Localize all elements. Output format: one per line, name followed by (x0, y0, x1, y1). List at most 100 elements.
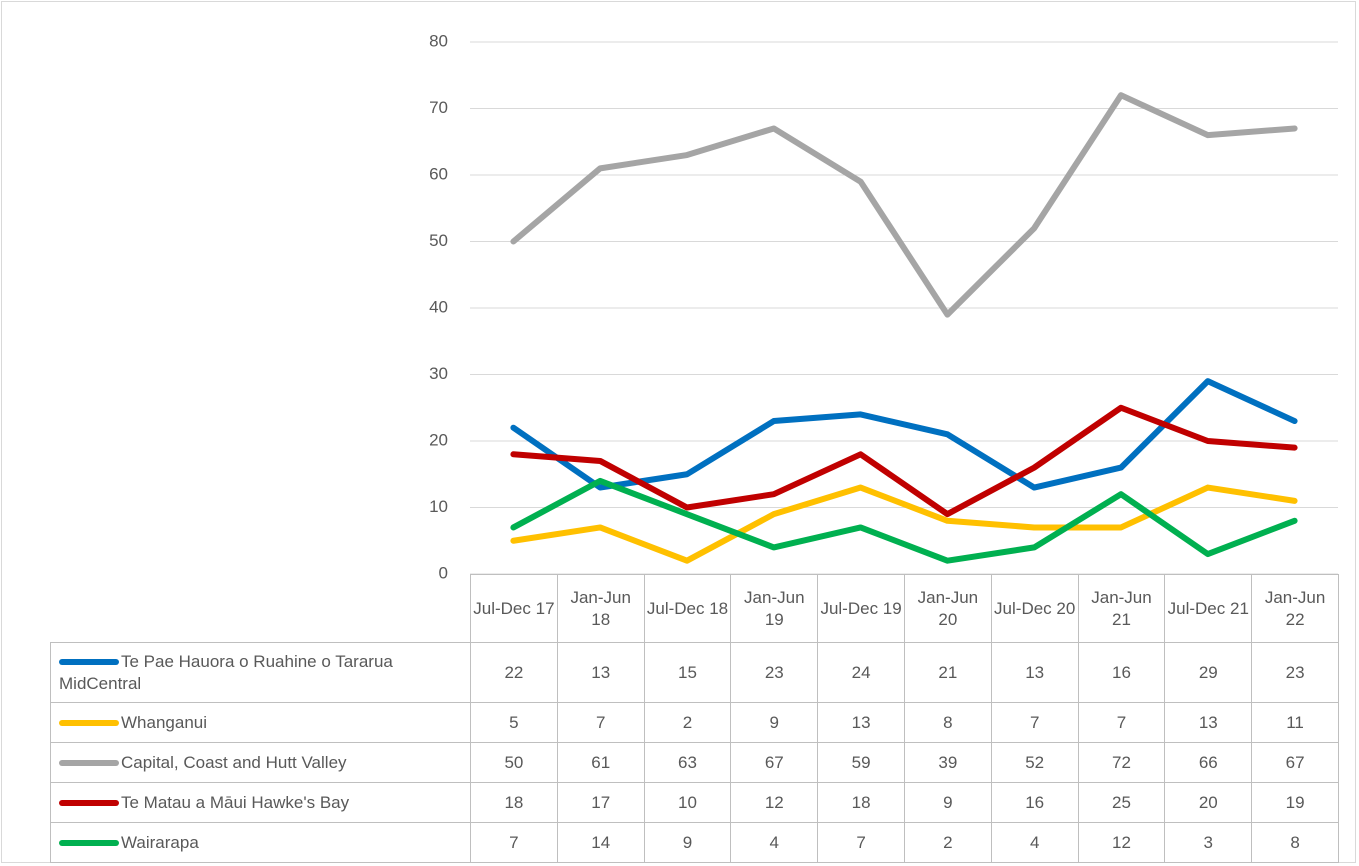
y-tick-label: 60 (429, 164, 448, 183)
legend-label: Te Pae Hauora o Ruahine o Tararua MidCen… (59, 651, 393, 693)
data-label: 16 (990, 782, 1079, 823)
data-label: 67 (730, 742, 819, 783)
data-label: 22 (470, 642, 558, 703)
y-tick-label: 40 (429, 297, 448, 316)
data-label: 13 (1164, 702, 1253, 743)
data-label: 9 (903, 782, 992, 823)
series-line (510, 404, 1298, 518)
series-line (510, 378, 1298, 491)
data-label: 11 (1251, 702, 1339, 743)
data-label: 7 (1077, 702, 1166, 743)
data-label: 3 (1164, 822, 1253, 863)
data-label: 20 (1164, 782, 1253, 823)
legend-label: Te Matau a Māui Hawke's Bay (121, 792, 350, 812)
data-label: 39 (903, 742, 992, 783)
legend-entry: Te Pae Hauora o Ruahine o Tararua MidCen… (50, 642, 471, 703)
legend-entry: Te Matau a Māui Hawke's Bay (50, 782, 471, 823)
series-row: Capital, Coast and Hutt Valley 50 61 63 67 59… (50, 742, 1339, 783)
y-tick-label: 50 (429, 231, 448, 250)
legend-swatch (59, 840, 119, 847)
data-label: 12 (1077, 822, 1166, 863)
legend-entry: Capital, Coast and Hutt Valley (50, 742, 471, 783)
series-line (510, 477, 1298, 564)
data-label: 67 (1251, 742, 1339, 783)
x-tick-label: Jul-Dec 19 (817, 574, 905, 643)
x-tick-label: Jan-Jun 20 (903, 574, 992, 643)
y-tick-label: 0 (439, 563, 448, 582)
data-label: 19 (1251, 782, 1339, 823)
legend-label: Whanganui (121, 712, 208, 732)
y-tick-label: 80 (429, 31, 448, 50)
x-tick-label: Jul-Dec 20 (990, 574, 1079, 643)
data-label: 5 (470, 702, 558, 743)
x-tick-label: Jan-Jun 19 (730, 574, 819, 643)
data-label: 29 (1164, 642, 1253, 703)
data-label: 24 (817, 642, 905, 703)
data-label: 9 (643, 822, 732, 863)
data-label: 18 (470, 782, 558, 823)
data-label: 13 (556, 642, 645, 703)
series-row: Te Pae Hauora o Ruahine o Tararua MidCen… (50, 642, 1339, 703)
data-label: 66 (1164, 742, 1253, 783)
legend-label: Capital, Coast and Hutt Valley (121, 752, 347, 772)
data-label: 10 (643, 782, 732, 823)
data-label: 23 (730, 642, 819, 703)
data-label: 12 (730, 782, 819, 823)
series-row: Wairarapa 7 14 9 4 7 2 4 12 3 8 (50, 822, 1339, 863)
data-label: 61 (556, 742, 645, 783)
y-tick-label: 30 (429, 364, 448, 383)
series-line (510, 92, 1298, 318)
data-label: 23 (1251, 642, 1339, 703)
legend-entry: Wairarapa (50, 822, 471, 863)
legend-swatch (59, 720, 119, 727)
data-label: 63 (643, 742, 732, 783)
legend-entry: Whanganui (50, 702, 471, 743)
data-label: 21 (903, 642, 992, 703)
data-label: 14 (556, 822, 645, 863)
data-label: 16 (1077, 642, 1166, 703)
data-table: Jul-Dec 17 Jan-Jun 18 Jul-Dec 18 Jan-Jun 19… (50, 574, 1339, 863)
x-tick-label: Jan-Jun 22 (1251, 574, 1339, 643)
data-label: 7 (817, 822, 905, 863)
data-label: 4 (990, 822, 1079, 863)
series-row: Whanganui 5 7 2 9 13 8 7 7 13 11 (50, 702, 1339, 743)
header-row: Jul-Dec 17 Jan-Jun 18 Jul-Dec 18 Jan-Jun 19… (50, 574, 1339, 643)
legend-swatch (59, 760, 119, 767)
data-label: 72 (1077, 742, 1166, 783)
data-label: 7 (990, 702, 1079, 743)
data-label: 13 (990, 642, 1079, 703)
series-line (510, 484, 1298, 564)
legend-swatch (59, 659, 119, 666)
data-label: 4 (730, 822, 819, 863)
x-tick-label: Jul-Dec 17 (470, 574, 558, 643)
data-label: 9 (730, 702, 819, 743)
blank-cell (50, 574, 471, 643)
data-label: 7 (470, 822, 558, 863)
data-label: 2 (643, 702, 732, 743)
y-tick-label: 20 (429, 430, 448, 449)
data-label: 15 (643, 642, 732, 703)
x-tick-label: Jul-Dec 21 (1164, 574, 1253, 643)
data-label: 7 (556, 702, 645, 743)
legend-swatch (59, 800, 119, 807)
y-tick-label: 70 (429, 98, 448, 117)
data-label: 13 (817, 702, 905, 743)
legend-label: Wairarapa (121, 832, 199, 852)
data-label: 18 (817, 782, 905, 823)
series-row: Te Matau a Māui Hawke's Bay 18 17 10 12 18 9 16… (50, 782, 1339, 823)
data-label: 2 (903, 822, 992, 863)
x-tick-label: Jul-Dec 18 (643, 574, 732, 643)
x-tick-label: Jan-Jun 18 (556, 574, 645, 643)
data-label: 52 (990, 742, 1079, 783)
data-label: 17 (556, 782, 645, 823)
x-tick-label: Jan-Jun 21 (1077, 574, 1166, 643)
data-label: 50 (470, 742, 558, 783)
data-label: 8 (903, 702, 992, 743)
data-label: 59 (817, 742, 905, 783)
y-tick-label: 10 (429, 497, 448, 516)
data-label: 8 (1251, 822, 1339, 863)
data-label: 25 (1077, 782, 1166, 823)
